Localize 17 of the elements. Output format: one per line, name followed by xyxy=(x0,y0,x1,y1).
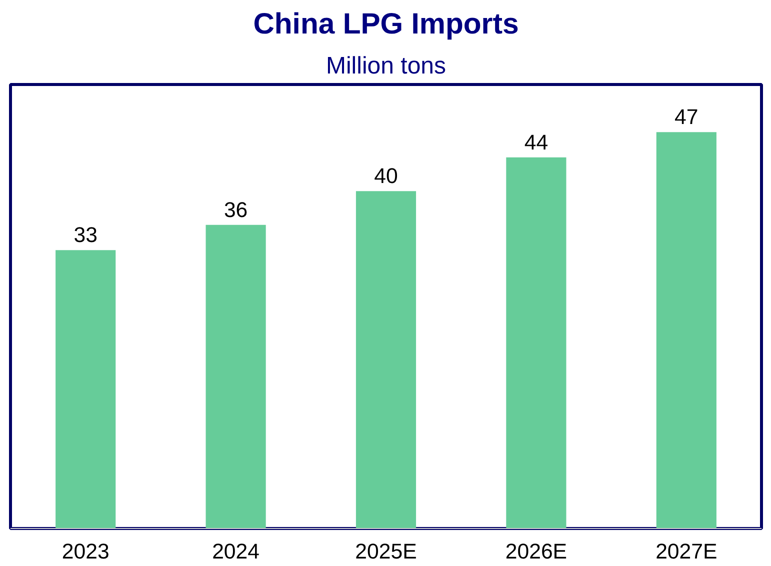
chart-subtitle: Million tons xyxy=(326,52,446,80)
x-tick-label: 2025E xyxy=(355,540,417,564)
chart-title: China LPG Imports xyxy=(253,8,519,40)
data-label: 47 xyxy=(674,105,698,130)
data-label: 36 xyxy=(224,198,248,222)
bar xyxy=(506,157,566,528)
x-tick-label: 2027E xyxy=(656,540,718,564)
bar xyxy=(56,250,116,528)
bar xyxy=(656,132,716,528)
data-label: 40 xyxy=(374,164,398,188)
x-tick-label: 2026E xyxy=(505,540,568,564)
data-label: 44 xyxy=(524,130,548,154)
data-label: 33 xyxy=(74,223,98,248)
bar xyxy=(356,191,416,528)
x-tick-label: 2024 xyxy=(212,540,260,564)
bar xyxy=(206,224,266,528)
x-tick-label: 2023 xyxy=(62,540,110,564)
